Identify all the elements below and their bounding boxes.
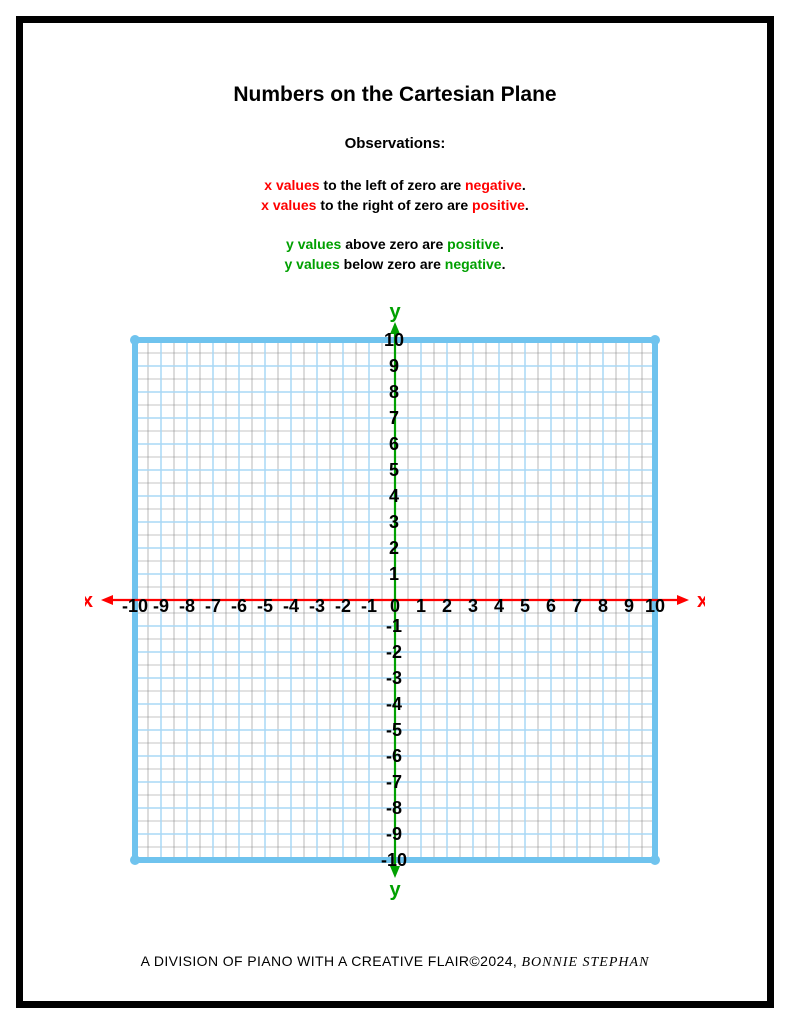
- svg-text:6: 6: [546, 596, 556, 616]
- positive-word: positive: [447, 236, 500, 252]
- x-values-label: x values: [261, 197, 316, 213]
- svg-text:8: 8: [598, 596, 608, 616]
- svg-text:-5: -5: [257, 596, 273, 616]
- negative-word: negative: [465, 177, 522, 193]
- svg-text:9: 9: [624, 596, 634, 616]
- svg-text:x: x: [85, 590, 93, 612]
- svg-text:-7: -7: [205, 596, 221, 616]
- svg-text:4: 4: [389, 486, 399, 506]
- svg-text:8: 8: [389, 382, 399, 402]
- svg-text:-5: -5: [386, 720, 402, 740]
- obs-x-positive: x values to the right of zero are positi…: [261, 196, 529, 216]
- svg-text:6: 6: [389, 434, 399, 454]
- svg-text:-8: -8: [179, 596, 195, 616]
- svg-text:3: 3: [389, 512, 399, 532]
- svg-text:9: 9: [389, 356, 399, 376]
- svg-text:3: 3: [468, 596, 478, 616]
- footer-text: A DIVISION OF PIANO WITH A CREATIVE FLAI…: [141, 953, 522, 969]
- svg-text:-4: -4: [386, 694, 402, 714]
- obs-x-pos-mid: to the right of zero are: [316, 197, 472, 213]
- x-values-label: x values: [264, 177, 319, 193]
- svg-text:2: 2: [442, 596, 452, 616]
- obs-y-neg-end: .: [502, 256, 506, 272]
- svg-text:1: 1: [389, 564, 399, 584]
- svg-text:0: 0: [390, 596, 400, 616]
- page-frame-inner: Numbers on the Cartesian Plane Observati…: [16, 16, 774, 1008]
- svg-text:-2: -2: [386, 642, 402, 662]
- svg-text:-1: -1: [386, 616, 402, 636]
- obs-y-negative: y values below zero are negative.: [284, 255, 505, 275]
- obs-x-negative: x values to the left of zero are negativ…: [261, 176, 529, 196]
- y-values-label: y values: [284, 256, 339, 272]
- obs-x-neg-end: .: [522, 177, 526, 193]
- page-frame-outer: Numbers on the Cartesian Plane Observati…: [0, 0, 790, 1024]
- svg-text:-1: -1: [361, 596, 377, 616]
- obs-x-neg-mid: to the left of zero are: [320, 177, 465, 193]
- page-title: Numbers on the Cartesian Plane: [233, 83, 556, 107]
- svg-text:7: 7: [572, 596, 582, 616]
- cartesian-svg: xxyy-10-9-8-7-6-5-4-3-2-1012345678910123…: [85, 300, 705, 900]
- svg-text:-10: -10: [381, 850, 407, 870]
- svg-text:10: 10: [645, 596, 665, 616]
- svg-text:-4: -4: [283, 596, 299, 616]
- footer: A DIVISION OF PIANO WITH A CREATIVE FLAI…: [141, 953, 650, 971]
- observations-x: x values to the left of zero are negativ…: [261, 176, 529, 215]
- svg-text:4: 4: [494, 596, 504, 616]
- svg-text:-7: -7: [386, 772, 402, 792]
- observations-heading: Observations:: [345, 135, 446, 152]
- obs-y-neg-mid: below zero are: [340, 256, 445, 272]
- svg-text:x: x: [697, 590, 705, 612]
- svg-text:-9: -9: [386, 824, 402, 844]
- observations-y: y values above zero are positive. y valu…: [284, 235, 505, 274]
- svg-text:-8: -8: [386, 798, 402, 818]
- svg-text:7: 7: [389, 408, 399, 428]
- svg-text:-3: -3: [309, 596, 325, 616]
- cartesian-plane: xxyy-10-9-8-7-6-5-4-3-2-1012345678910123…: [85, 300, 705, 905]
- svg-text:-6: -6: [386, 746, 402, 766]
- svg-text:-2: -2: [335, 596, 351, 616]
- obs-y-pos-mid: above zero are: [341, 236, 447, 252]
- svg-text:y: y: [389, 301, 401, 323]
- svg-text:-6: -6: [231, 596, 247, 616]
- footer-author: BONNIE STEPHAN: [521, 955, 649, 970]
- obs-x-pos-end: .: [525, 197, 529, 213]
- positive-word: positive: [472, 197, 525, 213]
- svg-text:-10: -10: [122, 596, 148, 616]
- svg-text:2: 2: [389, 538, 399, 558]
- svg-text:1: 1: [416, 596, 426, 616]
- y-values-label: y values: [286, 236, 341, 252]
- negative-word: negative: [445, 256, 502, 272]
- svg-text:5: 5: [520, 596, 530, 616]
- svg-text:5: 5: [389, 460, 399, 480]
- svg-text:-3: -3: [386, 668, 402, 688]
- obs-y-positive: y values above zero are positive.: [284, 235, 505, 255]
- svg-text:10: 10: [384, 330, 404, 350]
- svg-text:-9: -9: [153, 596, 169, 616]
- obs-y-pos-end: .: [500, 236, 504, 252]
- svg-text:y: y: [389, 879, 401, 900]
